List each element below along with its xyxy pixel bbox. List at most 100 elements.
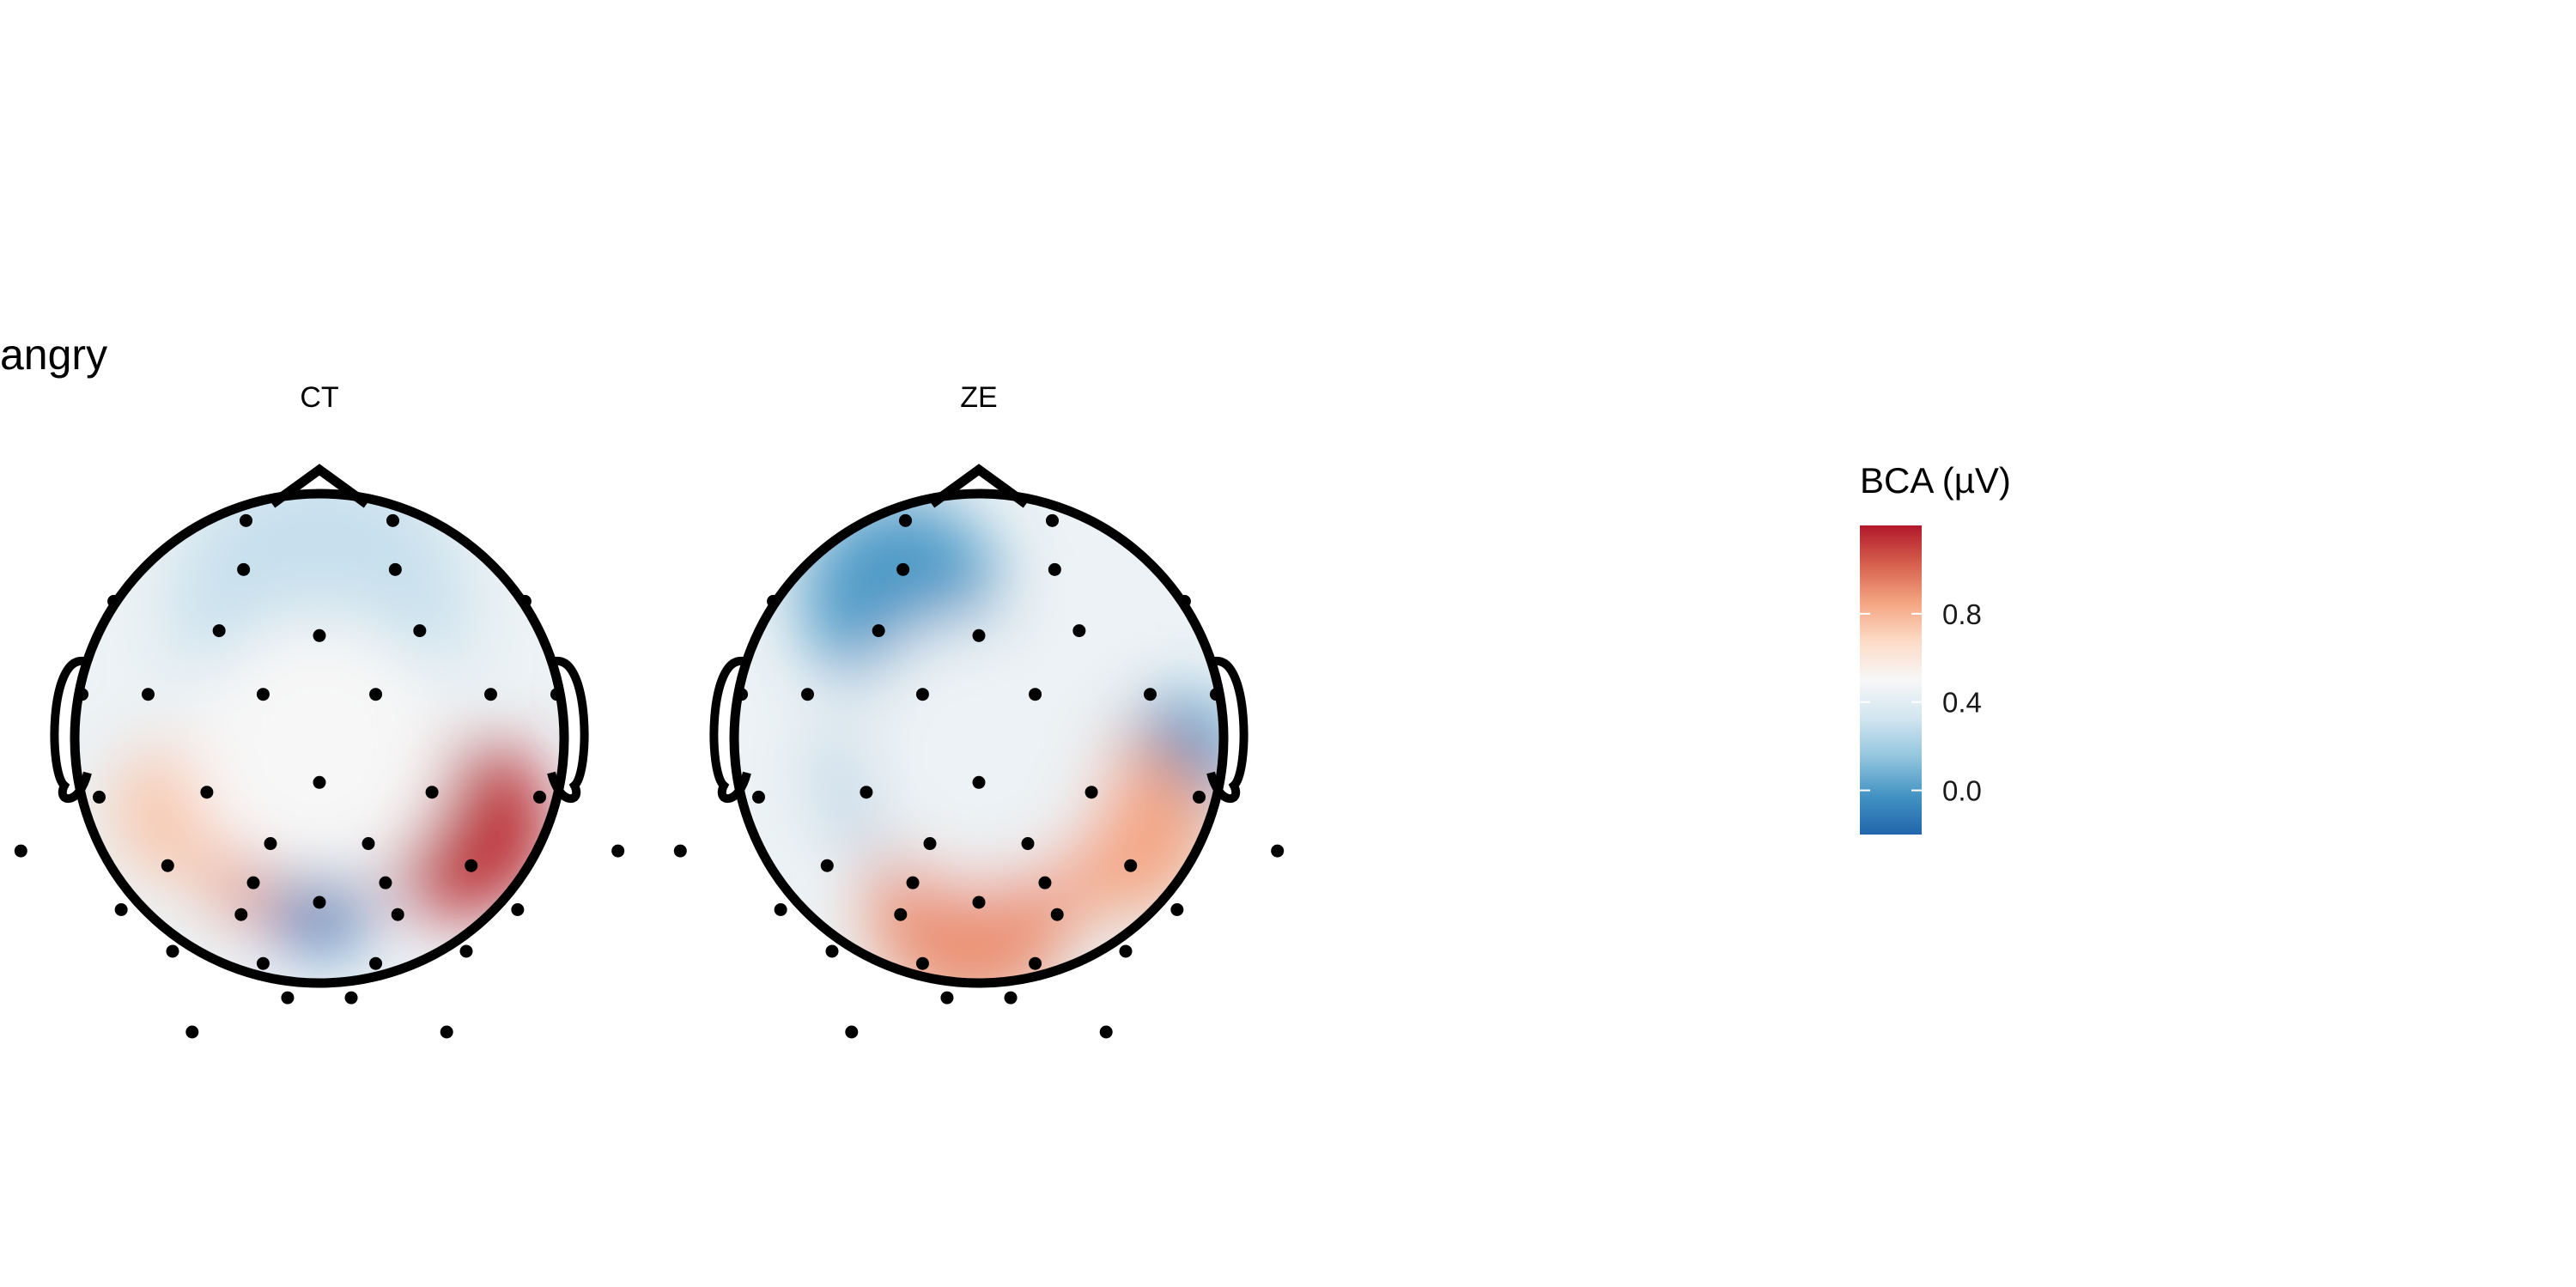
panel-title: ZE xyxy=(960,381,997,414)
electrode-marker xyxy=(845,1025,859,1039)
electrode-marker xyxy=(246,876,260,889)
figure-title: angry xyxy=(0,331,107,379)
electrode-marker xyxy=(313,775,326,789)
electrode-marker xyxy=(440,1025,453,1039)
colorbar-tick-label: 0.0 xyxy=(1942,775,1982,807)
electrode-marker xyxy=(972,628,986,642)
hotspot-central xyxy=(844,616,1114,885)
electrode-marker xyxy=(142,688,155,701)
electrode-marker xyxy=(972,895,986,909)
electrode-marker xyxy=(465,859,478,872)
electrode-marker xyxy=(388,562,402,576)
electrode-marker xyxy=(1029,688,1042,701)
electrode-marker xyxy=(611,844,625,858)
electrode-marker xyxy=(1072,624,1086,638)
electrode-marker xyxy=(281,991,295,1005)
electrode-marker xyxy=(313,895,326,909)
electrode-marker xyxy=(107,594,121,608)
electrode-marker xyxy=(212,624,226,638)
colorbar-gradient xyxy=(1860,525,1922,835)
electrode-marker xyxy=(114,903,128,916)
electrode-marker xyxy=(379,876,392,889)
electrode-marker xyxy=(972,775,986,789)
electrode-marker xyxy=(161,859,174,872)
topoplot-panel-ct: CT xyxy=(14,381,625,1039)
electrode-marker xyxy=(361,837,375,851)
electrode-marker xyxy=(1084,786,1098,799)
electrode-marker xyxy=(767,594,781,608)
electrode-marker xyxy=(425,786,439,799)
electrode-marker xyxy=(1004,991,1018,1005)
electrode-marker xyxy=(200,786,214,799)
electrode-marker xyxy=(14,844,27,858)
panel-title: CT xyxy=(300,381,338,414)
electrode-marker xyxy=(369,688,383,701)
electrode-marker xyxy=(518,594,532,608)
electrode-marker xyxy=(369,956,383,970)
colorbar-tick-label: 0.4 xyxy=(1942,687,1982,719)
electrode-marker xyxy=(240,513,252,527)
electrode-marker xyxy=(673,844,687,858)
electrode-marker xyxy=(915,956,929,970)
electrode-marker xyxy=(511,903,525,916)
electrode-marker xyxy=(1029,956,1042,970)
electrode-marker xyxy=(93,790,106,804)
electrode-marker xyxy=(1144,688,1157,701)
electrode-marker xyxy=(801,688,814,701)
scalp-field xyxy=(75,494,564,983)
electrode-marker xyxy=(872,624,885,638)
electrode-marker xyxy=(906,876,920,889)
electrode-marker xyxy=(185,1025,199,1039)
head-outline xyxy=(729,489,1229,988)
colorbar-legend: BCA (µV) 0.0 0.4 0.8 xyxy=(1860,460,2011,835)
electrode-marker xyxy=(894,908,908,921)
electrode-marker xyxy=(1119,944,1133,958)
electrode-marker xyxy=(264,837,277,851)
electrode-marker xyxy=(1209,688,1223,701)
electrode-marker xyxy=(550,688,563,701)
electrode-marker xyxy=(820,859,834,872)
electrode-marker xyxy=(256,688,270,701)
electrode-marker xyxy=(1048,562,1061,576)
electrode-marker xyxy=(1177,594,1191,608)
electrode-marker xyxy=(825,944,839,958)
electrode-marker xyxy=(459,944,473,958)
electrode-marker xyxy=(1021,837,1035,851)
electrode-marker xyxy=(735,688,749,701)
scalp-field xyxy=(734,494,1224,983)
electrode-marker xyxy=(76,688,89,701)
legend-title: BCA (µV) xyxy=(1860,460,2011,501)
electrode-marker xyxy=(256,956,270,970)
electrode-marker xyxy=(386,513,399,527)
electrode-marker xyxy=(1099,1025,1113,1039)
right-ear-outline xyxy=(1206,657,1249,803)
electrode-marker xyxy=(915,688,929,701)
hotspot-central xyxy=(185,616,454,885)
electrode-marker xyxy=(774,903,787,916)
left-ear-outline xyxy=(50,657,92,803)
electrode-marker xyxy=(234,908,248,921)
electrode-marker xyxy=(391,908,404,921)
electrode-marker xyxy=(1271,844,1285,858)
electrode-marker xyxy=(1050,908,1064,921)
electrode-marker xyxy=(484,688,497,701)
colorbar-tick-label: 0.8 xyxy=(1942,598,1982,630)
electrode-marker xyxy=(237,562,251,576)
electrode-marker xyxy=(1170,903,1184,916)
electrode-marker xyxy=(1124,859,1138,872)
electrode-marker xyxy=(166,944,179,958)
electrode-marker xyxy=(860,786,873,799)
electrode-marker xyxy=(1193,790,1206,804)
electrode-marker xyxy=(313,628,326,642)
electrode-marker xyxy=(896,562,910,576)
electrode-marker xyxy=(344,991,358,1005)
electrode-marker xyxy=(752,790,765,804)
topoplot-panel-ze: ZE xyxy=(673,381,1285,1039)
electrode-marker xyxy=(940,991,954,1005)
electrode-marker xyxy=(923,837,937,851)
head-outline xyxy=(70,489,569,988)
left-ear-outline xyxy=(709,657,751,803)
electrode-marker xyxy=(1046,513,1059,527)
right-ear-outline xyxy=(547,657,589,803)
